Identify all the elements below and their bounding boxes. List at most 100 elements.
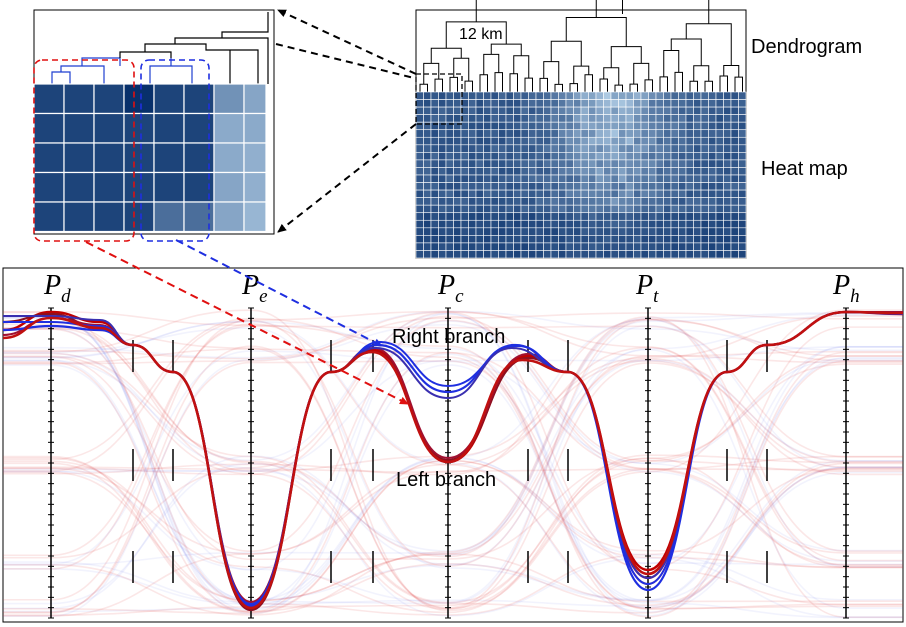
heatmap-cell: [535, 121, 544, 131]
heatmap-cell: [678, 174, 687, 183]
red-branch-arrow: [85, 241, 409, 405]
heatmap-cell: [670, 167, 679, 176]
heatmap-cell: [685, 144, 694, 153]
heatmap-cell: [520, 159, 529, 168]
heatmap-cell: [445, 250, 454, 259]
heatmap-cell: [595, 91, 604, 100]
heatmap-cell: [490, 121, 499, 131]
heatmap-cell: [610, 235, 619, 244]
heatmap-cell: [595, 121, 604, 131]
dendrogram-branch: [554, 83, 563, 92]
heatmap-cell: [460, 152, 469, 161]
heatmap-cell: [453, 167, 462, 176]
heatmap-cell: [715, 174, 724, 183]
heatmap-cell: [625, 219, 634, 229]
background-curve: [3, 311, 903, 566]
heatmap-cell: [123, 142, 155, 174]
heatmap-cell: [415, 167, 424, 176]
heatmap-cell: [438, 159, 447, 168]
heatmap-cell: [603, 204, 612, 214]
heatmap-cell: [513, 121, 522, 131]
heatmap-cell: [603, 250, 612, 259]
heatmap-cell: [498, 212, 507, 221]
heatmap-cell: [558, 204, 567, 214]
heatmap-cell: [460, 136, 469, 146]
heatmap-cell: [618, 136, 627, 146]
heatmap-cell: [453, 235, 462, 244]
heatmap-cell: [678, 91, 687, 100]
heatmap-cell: [670, 250, 679, 259]
heatmap-cell: [693, 91, 702, 100]
heatmap-cell: [648, 227, 657, 236]
heatmap-cell: [573, 167, 582, 176]
heatmap-cell: [625, 129, 634, 138]
heatmap-cell: [715, 182, 724, 191]
heatmap-cell: [535, 136, 544, 146]
heatmap-cell: [715, 106, 724, 115]
heatmap-cell: [580, 182, 589, 191]
heatmap-cell: [648, 99, 657, 108]
dendrogram-branch: [704, 80, 713, 92]
heatmap-cell: [528, 212, 537, 221]
heatmap-cell: [648, 167, 657, 176]
heatmap-cell: [243, 142, 267, 174]
heatmap-cell: [423, 242, 432, 251]
background-curve: [3, 471, 903, 607]
heatmap-cell: [708, 227, 717, 236]
heatmap-cell: [468, 250, 477, 259]
heatmap-cell: [678, 114, 687, 123]
heatmap-cell: [505, 197, 514, 206]
heatmap-cell: [460, 204, 469, 214]
heatmap-cell: [243, 171, 267, 203]
right-branch-label: Right branch: [392, 326, 505, 348]
heatmap-cell: [213, 201, 245, 233]
dendrogram-branch: [423, 62, 440, 85]
heatmap-cell: [460, 212, 469, 221]
heatmap-cell: [640, 219, 649, 229]
heatmap-cell: [33, 201, 65, 233]
heatmap-cell: [423, 152, 432, 161]
heatmap-cell: [588, 136, 597, 146]
heatmap-cell: [483, 204, 492, 214]
heatmap-cell: [558, 106, 567, 115]
heatmap-cell: [708, 197, 717, 206]
heatmap-cell: [738, 167, 747, 176]
heatmap-cell: [715, 197, 724, 206]
heatmap-cell: [445, 182, 454, 191]
heatmap-cell: [528, 106, 537, 115]
heatmap-cell: [123, 83, 155, 115]
heatmap-cell: [445, 159, 454, 168]
heatmap-cell: [723, 219, 732, 229]
heatmap-cell: [618, 159, 627, 168]
heatmap-cell: [730, 152, 739, 161]
heatmap-cell: [648, 242, 657, 251]
heatmap-cell: [490, 219, 499, 229]
heatmap-cell: [678, 212, 687, 221]
background-curve: [3, 459, 903, 614]
heatmap-cell: [535, 189, 544, 198]
heatmap-cell: [573, 114, 582, 123]
heatmap-cell: [415, 197, 424, 206]
heatmap-cell: [693, 219, 702, 229]
dendrogram-branch: [723, 64, 740, 78]
heatmap-cell: [535, 197, 544, 206]
heatmap-cell: [415, 144, 424, 153]
heatmap-cell: [655, 114, 664, 123]
background-curve: [3, 319, 903, 554]
heatmap-cell: [505, 136, 514, 146]
heatmap-cell: [588, 189, 597, 198]
heatmap-cell: [475, 121, 484, 131]
heatmap-cell: [213, 171, 245, 203]
heatmap-cell: [685, 129, 694, 138]
heatmap-cell: [723, 242, 732, 251]
heatmap-cell: [513, 152, 522, 161]
heatmap-cell: [708, 174, 717, 183]
heatmap-cell: [678, 227, 687, 236]
heatmap-cell: [445, 91, 454, 100]
heatmap-cell: [610, 182, 619, 191]
heatmap-cell: [565, 159, 574, 168]
heatmap-cell: [513, 189, 522, 198]
heatmap-cell: [648, 189, 657, 198]
heatmap-cell: [693, 121, 702, 131]
heatmap-cell: [738, 99, 747, 108]
